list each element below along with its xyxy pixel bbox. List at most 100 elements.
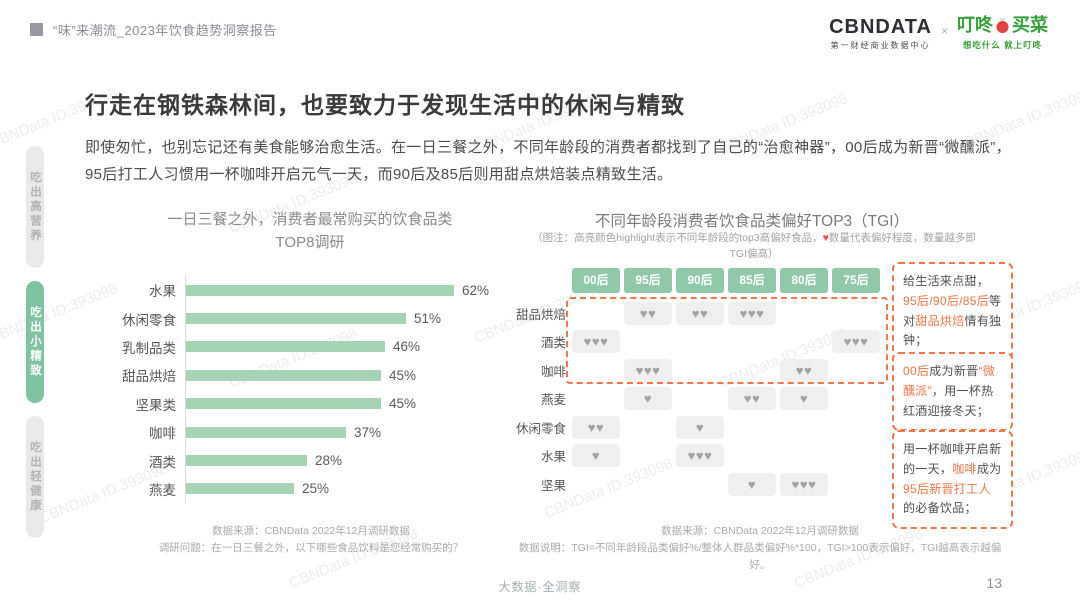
bar-value-label: 45% (389, 367, 417, 383)
callout-text-segment: ，用一杯热红酒迎接冬天； (903, 383, 994, 418)
callout-highlight-text: “微醺派” (903, 364, 996, 398)
sidebar-item-3[interactable]: 吃出轻健康 (26, 416, 44, 538)
heatmap-column-header: 90后 (676, 268, 724, 293)
heatmap-cell-hearts: ♥♥♥ (728, 301, 776, 325)
heatmap-column-header: 75后 (832, 268, 880, 293)
intro-paragraph: 即使匆忙，也别忘记还有美食能够治愈生活。在一日三餐之外，不同年龄段的消费者都找到… (85, 139, 1011, 183)
callout-text-segment: 的必备饮品； (903, 501, 977, 516)
bar-value-label: 51% (414, 311, 442, 327)
bar-track: 45% (185, 389, 517, 418)
callout-highlight-text: 95后新晋打工人 (903, 481, 991, 496)
cbndata-logo-text: CBNDATA (829, 16, 932, 38)
callout-dessert-text: 给生活来点甜， 95后/90后/85后等对甜品烘焙情有独钟； (903, 272, 1002, 351)
bar-row: 燕麦 25% (105, 474, 517, 504)
callout-coffee: 用一杯咖啡开启新的一天，咖啡成为 95后新晋打工人的必备饮品； (892, 430, 1013, 530)
callout-highlight-text: 甜品烘焙 (915, 313, 965, 328)
header-left: “味”来潮流_2023年饮食趋势洞察报告 (30, 20, 277, 39)
bar-row: 酒类 28% (105, 446, 517, 475)
bar-category-label: 酒类 (149, 454, 176, 470)
page-number: 13 (986, 575, 1002, 591)
heatmap-legend-note: （图注：高亮颜色highlight表示不同年龄段的top3高偏好食品，♥数量代表… (530, 231, 978, 263)
heatmap-cell-hearts: ♥ (780, 387, 828, 410)
logo-separator: × (940, 24, 948, 38)
cbndata-logo-subtitle: 第一财经商业数据中心 (830, 41, 931, 50)
bar-track: 45% (185, 361, 517, 390)
heatmap-column-header: 80后 (780, 268, 828, 293)
heatmap-column-header: 85后 (728, 268, 776, 293)
heatmap-column-header: 00后 (572, 268, 620, 293)
bar (186, 483, 294, 495)
report-title: “味”来潮流_2023年饮食趋势洞察报告 (53, 23, 277, 38)
bar-category-label: 水果 (149, 284, 176, 300)
bar-chart-title: 一日三餐之外，消费者最常购买的饮食品类 TOP8调研 (105, 208, 515, 255)
heatmap-note-line: 数据说明：TGI=不同年龄段品类偏好%/整体人群品类偏好%*100，TGI>10… (518, 541, 1002, 571)
cbndata-logo: CBNDATA 第一财经商业数据中心 (829, 16, 932, 51)
heatmap-cell-hearts: ♥♥♥ (832, 330, 880, 353)
legend-heart-icon: ♥ (822, 232, 829, 244)
bar-category-label: 坚果类 (135, 397, 177, 413)
bar-chart-source-line: 数据来源：CBNData 2022年12月调研数据 (212, 525, 410, 537)
heatmap-matrix: 00后 95后 90后 85后 80后 75后 甜品烘焙 ♥♥ ♥♥ ♥♥♥ 酒类 ♥♥♥ ♥♥♥ 咖啡 ♥… (500, 268, 892, 503)
heatmap-title: 不同年龄段消费者饮食品类偏好TOP3（TGI） (594, 213, 910, 230)
bar-value-label: 28% (315, 453, 343, 469)
callout-text-segment: 用一杯咖啡开启新的一天， (903, 442, 1002, 476)
bar-track: 37% (185, 417, 517, 447)
bar (186, 369, 381, 381)
heatmap-row-label: 水果 (540, 450, 566, 464)
bar-track: 25% (185, 474, 517, 504)
dingdong-logo-text-left: 叮咚 (957, 15, 993, 35)
heatmap-cell-hearts: ♥♥ (676, 301, 724, 325)
bar-row: 咖啡 37% (105, 417, 517, 447)
callout-highlight-text: 00后 (903, 364, 930, 378)
heatmap-row-label: 燕麦 (540, 393, 566, 407)
callout-text-segment: 等对 (903, 293, 1002, 328)
footer-tagline: 大数据·全洞察 (498, 580, 582, 594)
bar-track: 46% (185, 332, 517, 362)
heatmap-cell-hearts: ♥♥ (728, 387, 776, 410)
dingdong-logo: 叮咚 买菜 想吃什么 就上叮咚 (957, 15, 1048, 51)
bar-track: 51% (185, 304, 517, 333)
bar-value-label: 62% (462, 282, 490, 298)
bar-track: 28% (185, 446, 517, 475)
bar-value-label: 25% (302, 481, 330, 497)
callout-text-segment: 给生活来点甜， (903, 274, 990, 288)
heatmap-row-label: 甜品烘焙 (515, 307, 566, 322)
bar-chart-source: 数据来源：CBNData 2022年12月调研数据 调研问题：在一日三餐之外，以… (105, 523, 517, 557)
callout-highlight-text: 95后/90后/85后 (903, 293, 990, 308)
sidebar-item-2[interactable]: 吃出小精致 (26, 281, 44, 403)
bar-chart-title-line1: 一日三餐之外，消费者最常购买的饮食品类 (167, 211, 453, 228)
bar-category-label: 乳制品类 (122, 340, 176, 356)
heatmap-cell-hearts: ♥♥♥ (624, 358, 672, 382)
page-title: 行走在钢铁森林间，也要致力于发现生活中的休闲与精致 (85, 92, 685, 118)
bar-row: 坚果类 45% (105, 389, 517, 418)
bar-category-label: 休闲零食 (122, 312, 176, 328)
bar-row: 乳制品类 46% (105, 332, 517, 362)
heatmap-cell-hearts: ♥ (624, 387, 672, 410)
heatmap-cell-hearts: ♥ (728, 472, 776, 496)
callout-text-segment: 成为新晋 (929, 364, 979, 378)
dingdong-logo-text-right: 买菜 (1012, 15, 1048, 35)
heatmap-cell-hearts: ♥ (676, 415, 724, 439)
sidebar-item-1[interactable]: 吃出高营养 (26, 146, 44, 268)
bar (186, 313, 406, 325)
heatmap-row-label: 咖啡 (540, 364, 566, 379)
callout-alcohol-text: 00后成为新晋“微醺派”，用一杯热红酒迎接冬天； (903, 362, 1002, 421)
callout-alcohol: 00后成为新晋“微醺派”，用一杯热红酒迎接冬天； (892, 352, 1013, 432)
bar-chart-note-line: 调研问题：在一日三餐之外，以下哪些食品饮料是您经常购买的？ (158, 541, 464, 554)
bar (186, 426, 346, 438)
bar-row: 水果 62% (105, 276, 517, 305)
bar (186, 455, 307, 467)
heatmap-row-label: 休闲零食 (515, 421, 566, 436)
bar-chart-rows: 水果 62% 休闲零食 51% 乳制品类 46% 甜品烘焙 45% 坚果类 45% 咖啡 37% 酒类 2… (105, 276, 517, 504)
heatmap-cell-hearts: ♥ (572, 444, 620, 467)
heatmap-cell-hearts: ♥♥♥ (572, 330, 620, 353)
bar-row: 甜品烘焙 45% (105, 361, 517, 390)
bar-category-label: 甜品烘焙 (122, 369, 176, 385)
bar-value-label: 37% (354, 424, 382, 440)
sidebar: 吃出高营养吃出小精致吃出轻健康 (26, 146, 44, 538)
heatmap-column-header: 95后 (624, 268, 672, 293)
bar (186, 341, 385, 353)
bar-category-label: 燕麦 (149, 482, 176, 498)
callout-highlight-text: 咖啡 (952, 461, 977, 476)
